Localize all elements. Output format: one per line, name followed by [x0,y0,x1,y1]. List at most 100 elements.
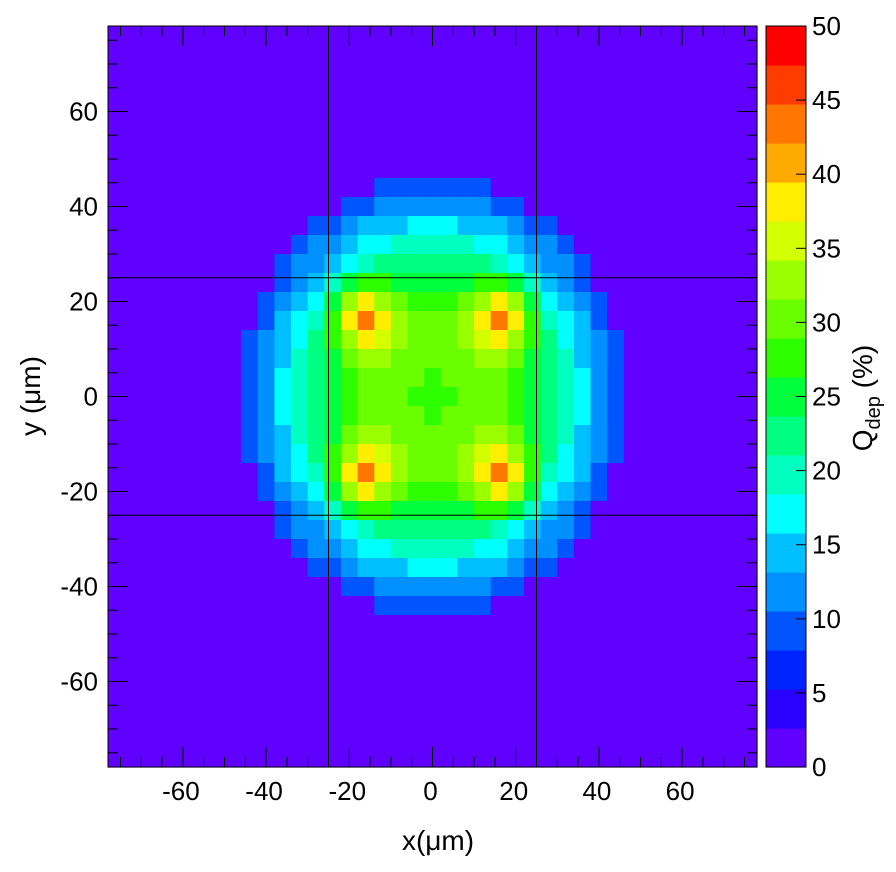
color-scale-segment [766,611,806,651]
heatmap-cell [740,64,758,84]
heatmap-cell [524,539,542,559]
heatmap-cell [291,311,309,331]
heatmap-cell [374,330,392,350]
heatmap-cell [241,520,259,540]
heatmap-cell [124,235,142,255]
heatmap-cell [340,710,359,730]
heatmap-cell [274,482,292,502]
heatmap-cell [590,216,608,236]
heatmap-cell [673,387,692,407]
heatmap-cell [524,729,542,749]
heatmap-cell [690,121,708,141]
heatmap-cell [124,748,142,768]
heatmap-cell [707,197,725,217]
heatmap-cell [307,539,325,559]
heatmap-cell [141,311,159,331]
heatmap-cell [424,615,442,635]
heatmap-cell [407,235,425,255]
heatmap-cell [623,577,642,597]
heatmap-cell [324,254,342,274]
heatmap-cell [540,482,558,502]
heatmap-cell [124,596,142,616]
heatmap-cell [590,330,608,350]
heatmap-cell [340,672,359,692]
heatmap-cell [374,197,392,217]
heatmap-cell [224,102,242,122]
heatmap-cell [241,64,259,84]
heatmap-cell [457,197,475,217]
heatmap-cell [340,653,359,673]
heatmap-cell [340,368,359,388]
heatmap-cell [640,748,658,768]
heatmap-cell [723,653,741,673]
heatmap-cell [607,710,625,730]
y-axis-ticks [108,39,757,754]
heatmap-cell [723,710,741,730]
heatmap-cell [224,292,242,312]
heatmap-cell [640,387,658,407]
color-scale-tick-label: 30 [812,307,841,337]
heatmap-cell [424,425,442,445]
heatmap-cell [474,311,492,331]
heatmap-cell [108,64,126,84]
heatmap-cell [657,482,675,502]
heatmap-cell [657,634,675,654]
heatmap-cell [424,102,442,122]
heatmap-cell [723,558,741,578]
heatmap-cell [207,216,226,236]
heatmap-cell [141,216,159,236]
heatmap-cell [390,425,409,445]
x-tick-label: -20 [329,776,367,806]
heatmap-cell [241,330,259,350]
heatmap-cell [324,729,342,749]
heatmap-cell [191,596,209,616]
heatmap-cell [490,368,508,388]
heatmap-cell [291,197,309,217]
heatmap-cell [141,748,159,768]
heatmap-cell [657,292,675,312]
heatmap-cell [307,45,325,65]
heatmap-cell [157,235,176,255]
heatmap-cell [640,444,658,464]
heatmap-cell [191,653,209,673]
heatmap-cell [573,634,592,654]
heatmap-cell [324,577,342,597]
heatmap-cell [474,596,492,616]
heatmap-cell [540,615,558,635]
heatmap-cell [357,159,375,179]
heatmap-cell [424,653,442,673]
heatmap-cell [673,83,692,103]
heatmap-cell [291,653,309,673]
heatmap-cell [657,444,675,464]
heatmap-cell [124,102,142,122]
heatmap-cell [507,140,525,160]
heatmap-cell [607,501,625,521]
heatmap-cell [490,387,508,407]
heatmap-cell [557,26,575,46]
heatmap-cell [124,273,142,293]
heatmap-cell [291,159,309,179]
heatmap-cell [607,520,625,540]
heatmap-cell [490,121,508,141]
color-scale-tick-label: 50 [812,11,841,41]
heatmap-cell [573,64,592,84]
heatmap-cell [573,596,592,616]
heatmap-cell [557,653,575,673]
heatmap-cell [490,83,508,103]
heatmap-cell [590,83,608,103]
heatmap-cell [324,159,342,179]
heatmap-cell [607,26,625,46]
heatmap-cell [440,368,459,388]
heatmap-cell [257,64,276,84]
heatmap-cell [673,425,692,445]
heatmap-cell [257,672,276,692]
heatmap-cell [440,26,459,46]
heatmap-cell [257,463,276,483]
heatmap-cell [557,178,575,198]
heatmap-cell [474,368,492,388]
heatmap-cell [340,83,359,103]
x-tick-label: 60 [666,776,695,806]
heatmap-cell [124,45,142,65]
heatmap-cell [557,140,575,160]
y-tick-label: 20 [69,287,98,317]
